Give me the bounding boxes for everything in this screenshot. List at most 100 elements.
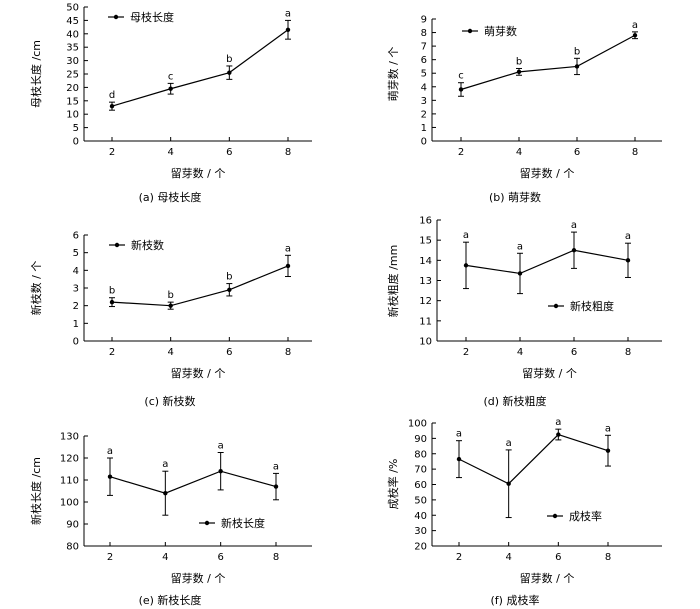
y-tick-label: 9 [421, 15, 427, 26]
x-axis-title: 留芽数 / 个 [520, 571, 575, 585]
y-tick-label: 35 [66, 43, 79, 54]
legend-label: 成枝率 [569, 509, 602, 523]
panel-caption: (d) 新枝粗度 [483, 394, 546, 408]
y-tick-label: 100 [408, 419, 427, 430]
y-axis-title: 新枝粗度 /mm [386, 245, 400, 318]
y-tick-label: 70 [414, 465, 427, 476]
y-tick-label: 5 [73, 248, 79, 259]
x-axis-title: 留芽数 / 个 [171, 571, 226, 585]
significance-label: a [285, 8, 291, 19]
x-tick-label: 6 [226, 347, 232, 358]
panel-caption: (e) 新枝长度 [139, 593, 202, 607]
data-point [109, 299, 115, 305]
significance-label: a [107, 446, 113, 457]
x-axis-title: 留芽数 / 个 [522, 366, 577, 380]
series-line [111, 29, 289, 107]
y-tick-label: 25 [66, 70, 79, 81]
x-tick-label: 4 [162, 552, 168, 563]
x-tick-label: 2 [456, 552, 462, 563]
y-tick-label: 2 [421, 109, 427, 120]
y-tick-label: 1 [73, 319, 79, 330]
x-axis-title: 留芽数 / 个 [171, 366, 226, 380]
y-tick-label: 8 [421, 28, 427, 39]
data-point [107, 474, 113, 479]
y-tick-label: 7 [421, 42, 427, 53]
y-tick-label: 40 [66, 29, 79, 40]
significance-label: a [285, 243, 291, 254]
x-tick-label: 6 [574, 147, 580, 158]
y-tick-label: 6 [421, 55, 427, 66]
y-tick-label: 15 [419, 236, 432, 247]
significance-label: a [456, 429, 462, 440]
significance-label: b [574, 46, 580, 57]
data-point [227, 287, 232, 292]
legend-label: 新枝长度 [221, 516, 265, 530]
legend-marker [113, 14, 119, 20]
y-axis-title: 萌芽数 / 个 [386, 47, 400, 102]
significance-label: c [458, 71, 464, 82]
chart-panel-3: 0 1 2 3 4 5 6 2 4 6 8 留芽数 / 个 新枝数 / 个 b b b a 新枝数 (c) 新枝数 [29, 231, 312, 408]
y-tick-label: 15 [66, 96, 79, 107]
y-tick-label: 14 [419, 256, 432, 267]
x-tick-label: 8 [285, 347, 291, 358]
y-tick-label: 16 [419, 216, 432, 227]
chart-panel-6: 20 30 40 50 60 70 80 90 100 2 4 6 8 留芽数 / 个 成枝率 /% a a a a… [386, 417, 662, 607]
legend-marker [114, 242, 120, 248]
legend-marker [204, 520, 210, 526]
data-point [463, 263, 469, 268]
y-tick-label: 100 [60, 498, 79, 509]
significance-label: a [632, 20, 638, 31]
data-point [605, 448, 611, 453]
y-tick-label: 20 [414, 542, 427, 553]
x-axis-title: 留芽数 / 个 [520, 166, 575, 180]
data-point [227, 70, 232, 75]
data-point [218, 469, 223, 474]
data-point [273, 484, 279, 489]
legend-label: 新枝粗度 [570, 299, 614, 313]
x-tick-label: 6 [226, 147, 232, 158]
y-tick-label: 0 [73, 337, 79, 348]
series-line [465, 249, 629, 275]
y-tick-label: 0 [421, 137, 427, 148]
data-point [571, 248, 577, 253]
significance-label: b [109, 286, 115, 297]
x-tick-label: 8 [605, 552, 611, 563]
data-point [517, 271, 523, 276]
y-tick-label: 90 [66, 520, 79, 531]
chart-panel-2: 0 1 2 3 4 5 6 7 8 9 2 4 6 8 留芽数 / 个 萌芽数 / 个 c b b a 萌芽数 (b) 萌… [386, 15, 662, 204]
chart-panel-4: 10 11 12 13 14 15 16 2 4 6 8 留芽数 / 个 新枝粗度 /mm a a a a 新枝粗… [386, 216, 662, 408]
significance-label: a [571, 220, 577, 231]
x-tick-label: 8 [285, 147, 291, 158]
y-tick-label: 90 [414, 434, 427, 445]
legend-label: 萌芽数 [484, 24, 517, 38]
y-tick-label: 130 [60, 432, 79, 443]
y-axis-title: 新枝长度 /cm [29, 457, 43, 525]
significance-label: a [605, 423, 611, 434]
significance-label: a [463, 230, 469, 241]
y-tick-label: 3 [73, 284, 79, 295]
legend-label: 母枝长度 [130, 10, 174, 24]
y-tick-label: 45 [66, 16, 79, 27]
y-tick-label: 13 [419, 276, 432, 287]
y-tick-label: 12 [419, 296, 432, 307]
x-tick-label: 6 [217, 552, 223, 563]
y-tick-label: 5 [421, 69, 427, 80]
x-tick-label: 4 [516, 147, 522, 158]
legend-marker [553, 303, 559, 309]
significance-label: b [167, 290, 173, 301]
data-point [458, 87, 464, 92]
y-tick-label: 5 [73, 123, 79, 134]
y-tick-label: 40 [414, 511, 427, 522]
x-tick-label: 2 [109, 147, 115, 158]
data-point [506, 481, 511, 486]
x-tick-label: 6 [571, 347, 577, 358]
panel-caption: (a) 母枝长度 [139, 190, 202, 204]
chart-panel-5: 80 90 100 110 120 130 2 4 6 8 留芽数 / 个 新枝长度 /cm a a a a 新… [29, 432, 312, 607]
y-tick-label: 30 [414, 526, 427, 537]
y-tick-label: 110 [60, 476, 79, 487]
significance-label: b [226, 54, 232, 65]
y-tick-label: 3 [421, 96, 427, 107]
x-tick-label: 2 [463, 347, 469, 358]
